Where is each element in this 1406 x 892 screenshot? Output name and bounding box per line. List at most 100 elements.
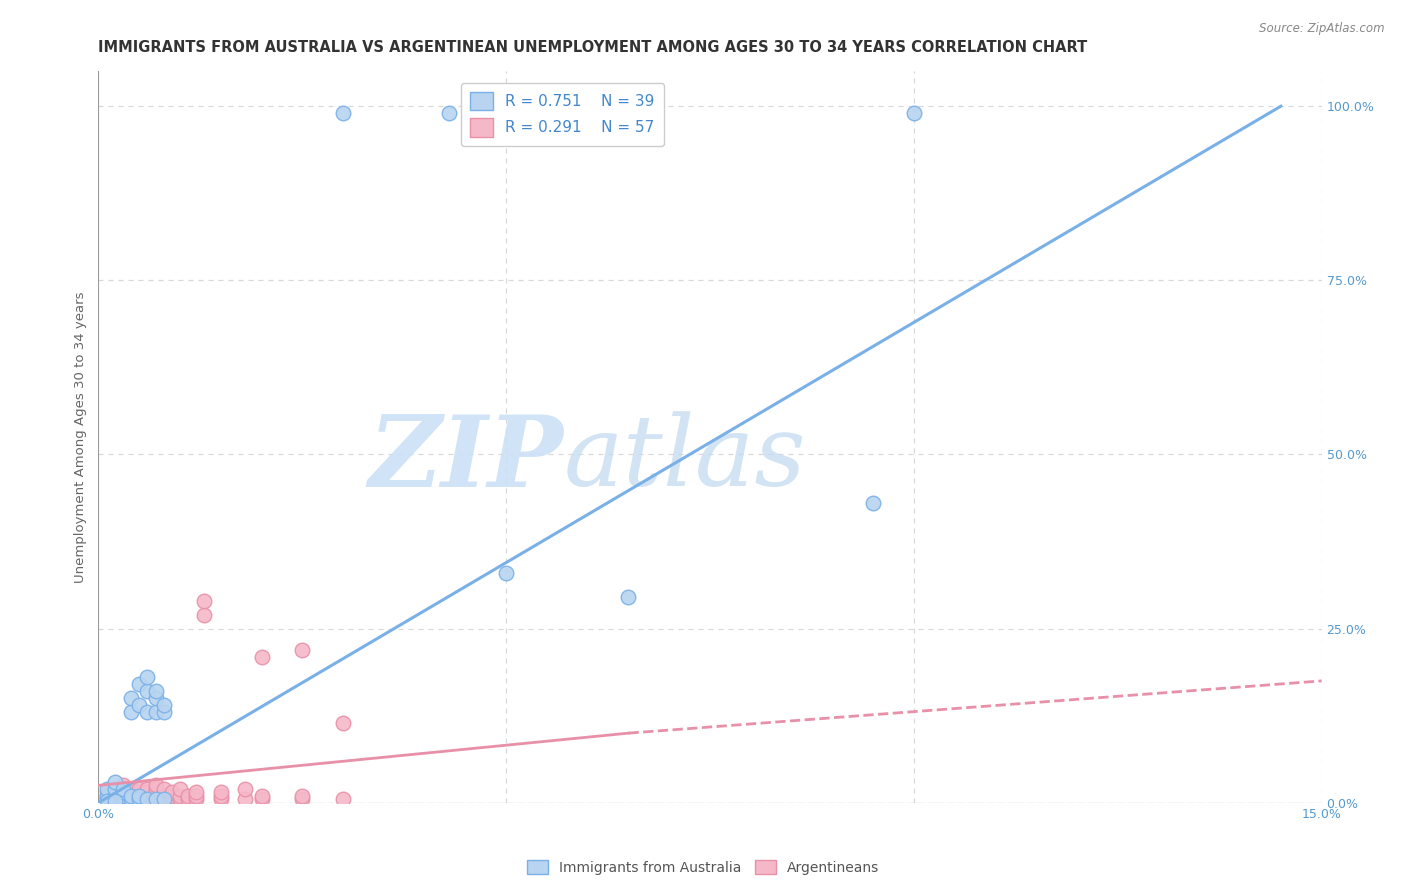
Point bbox=[233, 781, 256, 796]
Point bbox=[111, 785, 134, 799]
Point bbox=[495, 566, 517, 580]
Point bbox=[169, 781, 191, 796]
Point bbox=[136, 792, 159, 806]
Point bbox=[145, 684, 167, 698]
Point bbox=[512, 106, 534, 120]
Point bbox=[136, 705, 159, 719]
Point bbox=[104, 792, 127, 806]
Point bbox=[104, 792, 127, 806]
Point bbox=[104, 785, 127, 799]
Point bbox=[120, 781, 142, 796]
Point bbox=[120, 785, 142, 799]
Point bbox=[152, 698, 174, 713]
Point bbox=[160, 789, 183, 803]
Point bbox=[186, 785, 208, 799]
Point bbox=[111, 789, 134, 803]
Point bbox=[193, 607, 215, 622]
Point bbox=[128, 789, 150, 803]
Point bbox=[250, 789, 273, 803]
Point bbox=[128, 677, 150, 691]
Point bbox=[145, 705, 167, 719]
Point bbox=[152, 789, 174, 803]
Point bbox=[120, 792, 142, 806]
Point bbox=[111, 792, 134, 806]
Point bbox=[169, 789, 191, 803]
Point bbox=[332, 715, 354, 730]
Point bbox=[136, 792, 159, 806]
Point bbox=[186, 789, 208, 803]
Point bbox=[104, 781, 127, 796]
Point bbox=[903, 106, 925, 120]
Point bbox=[104, 775, 127, 789]
Point bbox=[136, 684, 159, 698]
Point bbox=[136, 670, 159, 684]
Point bbox=[104, 781, 127, 796]
Point bbox=[96, 794, 118, 808]
Legend: R = 0.751    N = 39, R = 0.291    N = 57: R = 0.751 N = 39, R = 0.291 N = 57 bbox=[461, 83, 664, 146]
Point bbox=[96, 785, 118, 799]
Point bbox=[128, 698, 150, 713]
Point bbox=[291, 792, 314, 806]
Point bbox=[437, 106, 460, 120]
Text: ZIP: ZIP bbox=[368, 411, 564, 508]
Point bbox=[96, 792, 118, 806]
Point bbox=[128, 785, 150, 799]
Point bbox=[96, 792, 118, 806]
Point bbox=[104, 794, 127, 808]
Point bbox=[160, 785, 183, 799]
Point bbox=[291, 789, 314, 803]
Point bbox=[120, 792, 142, 806]
Point bbox=[209, 789, 232, 803]
Point bbox=[177, 789, 200, 803]
Point bbox=[145, 778, 167, 792]
Point bbox=[128, 781, 150, 796]
Point bbox=[145, 792, 167, 806]
Point bbox=[120, 691, 142, 706]
Text: atlas: atlas bbox=[564, 411, 806, 507]
Legend: Immigrants from Australia, Argentineans: Immigrants from Australia, Argentineans bbox=[522, 855, 884, 880]
Point bbox=[169, 792, 191, 806]
Point bbox=[145, 792, 167, 806]
Point bbox=[120, 789, 142, 803]
Point bbox=[111, 778, 134, 792]
Point bbox=[152, 792, 174, 806]
Point bbox=[104, 789, 127, 803]
Point bbox=[145, 781, 167, 796]
Y-axis label: Unemployment Among Ages 30 to 34 years: Unemployment Among Ages 30 to 34 years bbox=[75, 292, 87, 582]
Point bbox=[111, 785, 134, 799]
Point bbox=[145, 789, 167, 803]
Point bbox=[332, 792, 354, 806]
Point bbox=[111, 789, 134, 803]
Point bbox=[862, 496, 884, 510]
Point bbox=[145, 691, 167, 706]
Point bbox=[120, 789, 142, 803]
Point bbox=[209, 792, 232, 806]
Point bbox=[332, 106, 354, 120]
Point bbox=[128, 792, 150, 806]
Point bbox=[111, 781, 134, 796]
Point bbox=[128, 789, 150, 803]
Text: IMMIGRANTS FROM AUSTRALIA VS ARGENTINEAN UNEMPLOYMENT AMONG AGES 30 TO 34 YEARS : IMMIGRANTS FROM AUSTRALIA VS ARGENTINEAN… bbox=[98, 40, 1088, 55]
Point bbox=[152, 705, 174, 719]
Point bbox=[136, 789, 159, 803]
Point bbox=[193, 594, 215, 608]
Point bbox=[617, 591, 640, 605]
Point bbox=[291, 642, 314, 657]
Point bbox=[96, 789, 118, 803]
Point bbox=[111, 792, 134, 806]
Point bbox=[136, 781, 159, 796]
Point bbox=[96, 781, 118, 796]
Point bbox=[160, 792, 183, 806]
Point bbox=[186, 792, 208, 806]
Point bbox=[152, 792, 174, 806]
Point bbox=[177, 792, 200, 806]
Text: Source: ZipAtlas.com: Source: ZipAtlas.com bbox=[1260, 22, 1385, 36]
Point bbox=[136, 785, 159, 799]
Point bbox=[96, 789, 118, 803]
Point bbox=[128, 792, 150, 806]
Point bbox=[209, 785, 232, 799]
Point bbox=[104, 789, 127, 803]
Point bbox=[120, 705, 142, 719]
Point bbox=[152, 781, 174, 796]
Point bbox=[111, 781, 134, 796]
